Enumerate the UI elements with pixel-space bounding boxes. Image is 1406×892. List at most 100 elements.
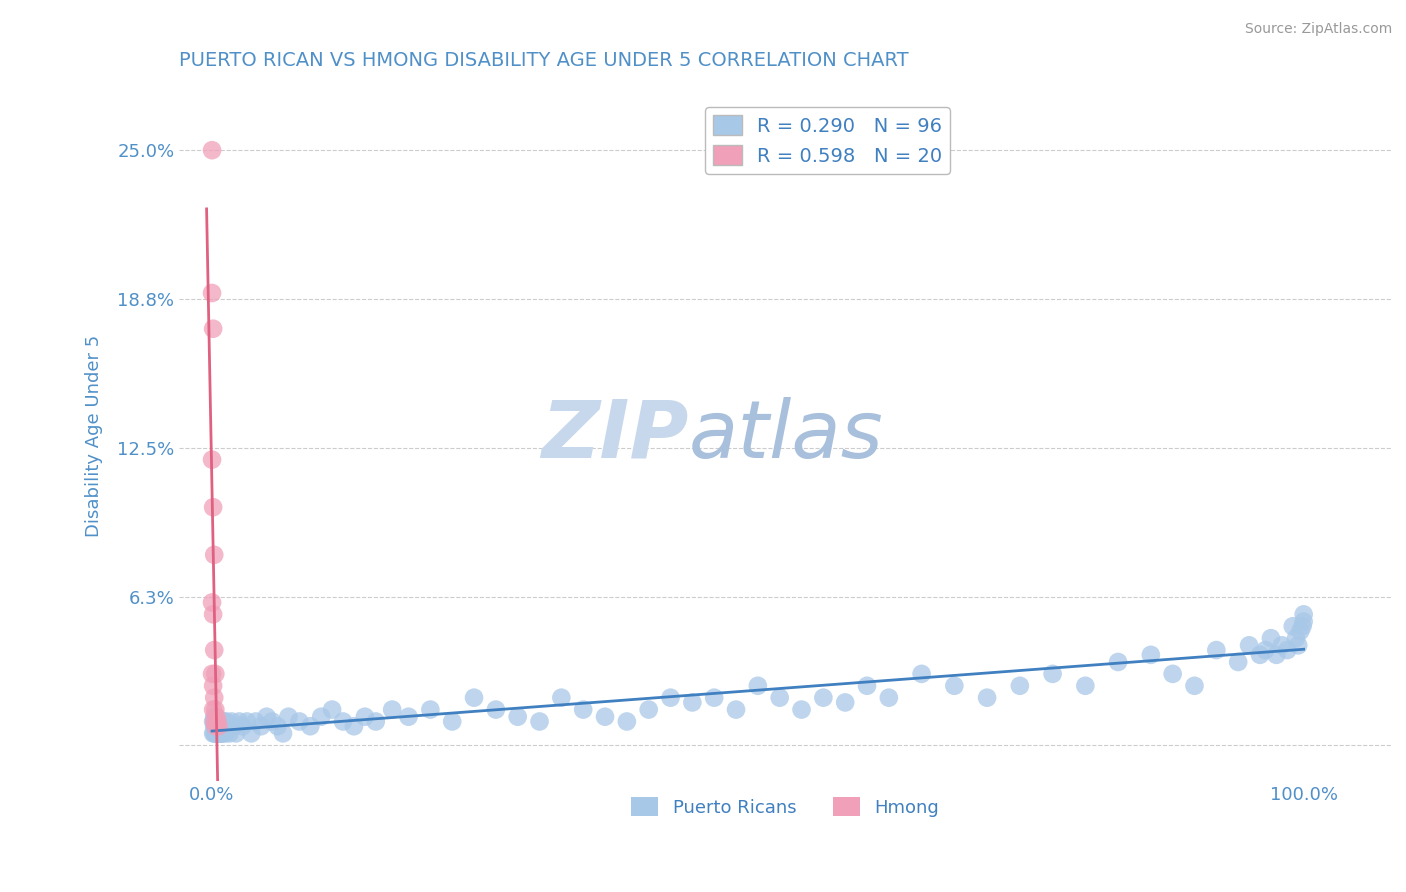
Point <box>207 719 229 733</box>
Point <box>321 702 343 716</box>
Point <box>207 714 229 729</box>
Point <box>637 702 659 716</box>
Point <box>299 719 322 733</box>
Point <box>214 726 236 740</box>
Point <box>209 726 232 740</box>
Point <box>201 595 224 609</box>
Point <box>441 714 464 729</box>
Point <box>1254 643 1277 657</box>
Point <box>354 710 377 724</box>
Point <box>309 710 332 724</box>
Point <box>205 714 228 729</box>
Point <box>207 726 229 740</box>
Point <box>288 714 311 729</box>
Point <box>1140 648 1163 662</box>
Text: ZIP: ZIP <box>541 397 688 475</box>
Point <box>364 714 387 729</box>
Point <box>381 702 404 716</box>
Point <box>769 690 792 705</box>
Point <box>204 726 226 740</box>
Point <box>1292 615 1315 629</box>
Point <box>222 719 245 733</box>
Legend: Puerto Ricans, Hmong: Puerto Ricans, Hmong <box>624 790 946 823</box>
Point <box>212 714 235 729</box>
Point <box>1249 648 1271 662</box>
Point <box>202 643 225 657</box>
Point <box>204 719 226 733</box>
Point <box>204 666 226 681</box>
Point <box>593 710 616 724</box>
Point <box>506 710 529 724</box>
Point <box>207 719 229 733</box>
Point <box>1205 643 1227 657</box>
Point <box>202 702 225 716</box>
Point <box>1292 607 1315 622</box>
Point <box>976 690 998 705</box>
Point <box>485 702 508 716</box>
Point <box>1277 643 1299 657</box>
Point <box>228 714 250 729</box>
Point <box>202 719 225 733</box>
Point <box>943 679 966 693</box>
Point <box>1237 638 1260 652</box>
Point <box>616 714 638 729</box>
Point <box>202 607 225 622</box>
Point <box>202 714 225 729</box>
Point <box>232 719 254 733</box>
Point <box>910 666 932 681</box>
Point <box>207 714 229 729</box>
Point <box>813 690 835 705</box>
Text: PUERTO RICAN VS HMONG DISABILITY AGE UNDER 5 CORRELATION CHART: PUERTO RICAN VS HMONG DISABILITY AGE UND… <box>180 51 908 70</box>
Point <box>202 710 225 724</box>
Point <box>659 690 682 705</box>
Point <box>202 726 225 740</box>
Point <box>212 719 235 733</box>
Point <box>218 726 240 740</box>
Point <box>208 719 231 733</box>
Point <box>201 452 224 467</box>
Point <box>1286 638 1309 652</box>
Point <box>332 714 354 729</box>
Point <box>221 714 243 729</box>
Point <box>202 726 225 740</box>
Point <box>463 690 485 705</box>
Point <box>747 679 769 693</box>
Point <box>240 726 263 740</box>
Point <box>277 710 299 724</box>
Point <box>1281 619 1303 633</box>
Point <box>681 695 703 709</box>
Point <box>207 726 229 740</box>
Point <box>1260 631 1282 645</box>
Point <box>856 679 879 693</box>
Point <box>202 548 225 562</box>
Point <box>1042 666 1064 681</box>
Point <box>790 702 813 716</box>
Point <box>1107 655 1129 669</box>
Point <box>201 285 224 300</box>
Point <box>877 690 900 705</box>
Point <box>205 726 228 740</box>
Point <box>256 710 278 724</box>
Point <box>204 702 226 716</box>
Point <box>1184 679 1206 693</box>
Point <box>204 719 226 733</box>
Point <box>572 702 595 716</box>
Text: Source: ZipAtlas.com: Source: ZipAtlas.com <box>1244 22 1392 37</box>
Point <box>1271 638 1294 652</box>
Point <box>215 714 238 729</box>
Y-axis label: Disability Age Under 5: Disability Age Under 5 <box>86 334 103 537</box>
Point <box>834 695 856 709</box>
Point <box>398 710 420 724</box>
Point <box>1291 619 1313 633</box>
Point <box>419 702 441 716</box>
Point <box>1289 624 1312 638</box>
Text: atlas: atlas <box>688 397 883 475</box>
Point <box>250 719 273 733</box>
Point <box>343 719 366 733</box>
Point <box>724 702 747 716</box>
Point <box>1074 679 1097 693</box>
Point <box>212 726 235 740</box>
Point <box>205 710 228 724</box>
Point <box>1285 631 1308 645</box>
Point <box>266 719 288 733</box>
